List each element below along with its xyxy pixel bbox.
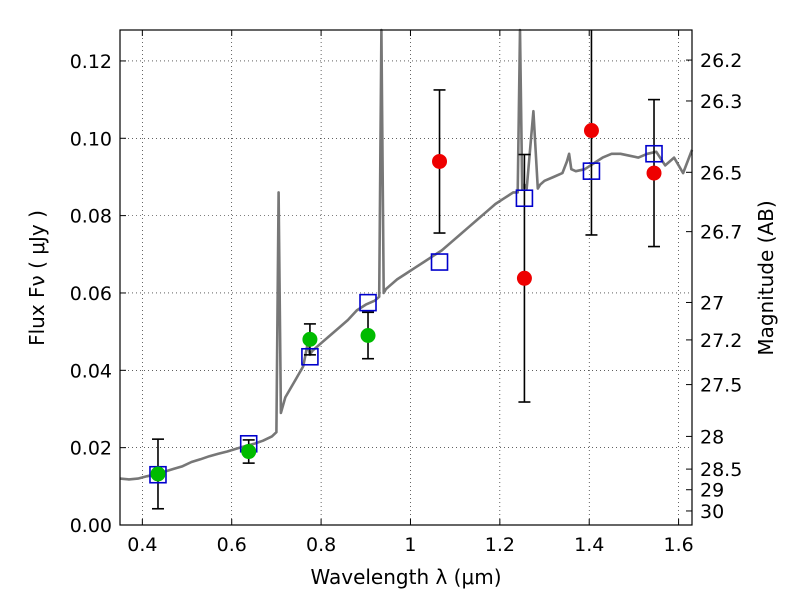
x-tick-label: 1 (404, 534, 416, 556)
mag-tick-label: 28 (700, 426, 724, 448)
observed-flux-point (150, 466, 166, 482)
mag-tick-label: 26.3 (700, 91, 742, 113)
y-tick-label: 0.04 (70, 360, 112, 382)
y2-axis-title: Magnitude (AB) (754, 200, 778, 355)
observed-flux-points-layer (150, 123, 662, 482)
x-tick-label: 0.4 (127, 534, 157, 556)
y-tick-label: 0.08 (70, 206, 112, 228)
x-tick-label: 0.8 (306, 534, 336, 556)
grid-lines (120, 30, 692, 526)
y-tick-label: 0.02 (70, 438, 112, 460)
spectrum-layer (119, 28, 694, 481)
x-tick-label: 1.2 (485, 534, 515, 556)
observed-flux-point (241, 444, 257, 460)
y-tick-label: 0.10 (70, 128, 112, 150)
model-flux-squares-layer (149, 144, 663, 484)
model-flux-square (430, 253, 449, 271)
observed-flux-point (646, 165, 662, 181)
mag-tick-label: 28.5 (700, 459, 742, 481)
mag-tick-label: 27.2 (700, 330, 742, 352)
mag-tick-label: 27.5 (700, 375, 742, 397)
mag-tick-label: 27 (700, 292, 724, 314)
x-tick-label: 1.4 (574, 534, 604, 556)
x-tick-label: 1.6 (663, 534, 693, 556)
mag-tick-label: 29 (700, 480, 724, 502)
x-tick-labels: 0.4 0.6 0.8 1 1.2 1.4 1.6 (127, 534, 693, 556)
y-tick-labels: 0.00 0.02 0.04 0.06 0.08 0.10 0.12 (70, 51, 112, 537)
y-tick-label: 0.00 (70, 515, 112, 537)
mag-tick-label: 26.7 (700, 222, 742, 244)
mag-tick-label: 26.2 (700, 50, 742, 72)
y-tick-label: 0.12 (70, 51, 112, 73)
x-axis-title: Wavelength λ (μm) (310, 565, 501, 589)
y-axis-title: Flux Fν ( μJy ) (25, 210, 49, 346)
model-flux-square (301, 347, 319, 366)
observed-flux-point (516, 270, 532, 286)
observed-flux-point (432, 153, 448, 169)
plot-frame (119, 29, 693, 526)
error-bars-layer (151, 30, 661, 510)
spectrum-line (119, 28, 694, 481)
model-flux-square (582, 162, 601, 180)
model-flux-square (645, 144, 663, 163)
x-tick-label: 0.6 (217, 534, 247, 556)
observed-flux-point (583, 123, 599, 139)
mag-tick-label: 30 (700, 501, 724, 523)
observed-flux-point (360, 328, 376, 344)
model-flux-square (359, 293, 377, 312)
observed-flux-point (302, 331, 318, 347)
y-tick-label: 0.06 (70, 283, 112, 305)
model-flux-square (515, 189, 534, 208)
mag-tick-label: 26.5 (700, 162, 742, 184)
axis-ticks (120, 30, 692, 526)
